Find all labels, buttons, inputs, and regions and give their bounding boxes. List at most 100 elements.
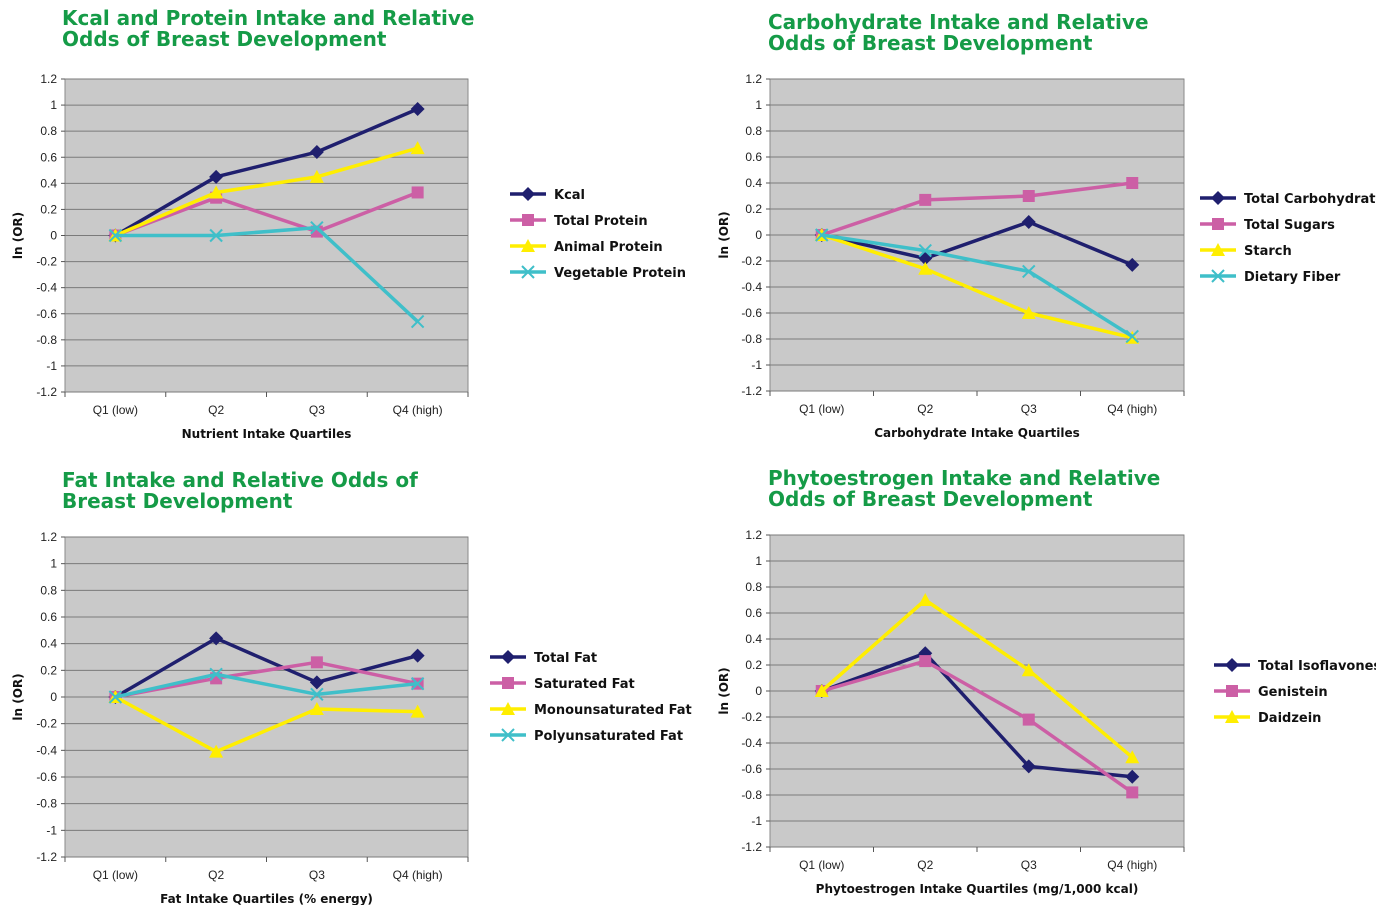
y-axis-title: ln (OR) xyxy=(717,211,731,258)
data-point xyxy=(309,702,324,715)
x-marker-stroke xyxy=(209,228,223,243)
data-point xyxy=(410,101,425,116)
series-line xyxy=(114,636,419,699)
y-tick-label: -0.8 xyxy=(741,332,762,346)
legend-marker xyxy=(521,239,535,252)
y-tick-label: -0.4 xyxy=(741,736,762,750)
legend-entry: Dietary Fiber xyxy=(1244,270,1341,285)
data-point xyxy=(815,228,829,242)
chart-carbohydrate: 1.2 1 0.8 0.6 0.4 0.2 0 -0.2 -0.4 -0.6 -0.8 -1 -1.2 Q… xyxy=(717,72,1376,440)
x-tick-label: Q2 xyxy=(917,858,933,872)
data-point xyxy=(1126,786,1139,799)
y-tick-label: -0.2 xyxy=(741,710,762,724)
x-marker-stroke xyxy=(521,265,535,279)
legend-marker xyxy=(1211,243,1225,256)
chart-title: Fat Intake and Relative Odds of Breast D… xyxy=(62,468,418,513)
legend-entry: Starch xyxy=(1244,244,1292,259)
x-marker-stroke xyxy=(310,687,324,702)
series-line xyxy=(114,146,419,238)
data-point xyxy=(108,690,123,704)
x-marker-stroke xyxy=(918,243,932,258)
y-tick-label: 0.2 xyxy=(40,202,57,216)
series-line xyxy=(115,225,419,323)
x-marker-stroke xyxy=(410,314,425,329)
legend-entry: Total Protein xyxy=(554,214,648,229)
data-point xyxy=(309,145,324,160)
x-marker-stroke xyxy=(1125,329,1139,344)
y-tick-label: 0.8 xyxy=(40,124,57,138)
legend-entry: Total Carbohydrate xyxy=(1244,192,1376,207)
data-point xyxy=(814,684,829,697)
y-tick-label: 0.6 xyxy=(40,610,57,624)
legend-marker xyxy=(1225,658,1239,672)
legend-entry: Polyunsaturated Fat xyxy=(534,729,683,744)
y-axis-title: ln (OR) xyxy=(717,667,731,714)
data-point xyxy=(309,675,324,690)
x-tick-label: Q3 xyxy=(1021,402,1037,416)
legend-marker xyxy=(522,214,534,226)
chart-panel-kcal-protein: Kcal and Protein Intake and Relative Odd… xyxy=(0,0,688,452)
x-axis-title: Phytoestrogen Intake Quartiles (mg/1,000… xyxy=(816,882,1139,896)
y-tick-label: 1 xyxy=(50,98,57,112)
y-tick-label: -1 xyxy=(46,823,57,837)
data-point xyxy=(410,314,425,329)
y-tick-label: 0.6 xyxy=(745,150,762,164)
x-tick-label: Q1 (low) xyxy=(93,403,138,417)
y-tick-label: -1 xyxy=(751,814,762,828)
legend-marker xyxy=(1212,218,1224,230)
data-point xyxy=(918,261,933,275)
data-point xyxy=(411,186,424,199)
legend-marker xyxy=(521,265,535,279)
x-axis-title: Nutrient Intake Quartiles xyxy=(182,427,352,441)
y-tick-label: 1 xyxy=(755,554,762,568)
data-point xyxy=(410,648,425,663)
y-tick-label: 0.8 xyxy=(40,583,57,597)
y-tick-label: -1 xyxy=(751,358,762,372)
x-tick-label: Q2 xyxy=(208,868,224,882)
x-marker-stroke xyxy=(410,676,425,691)
x-marker-stroke xyxy=(1022,264,1036,279)
legend-marker xyxy=(502,677,514,689)
legend-entry: Animal Protein xyxy=(554,240,663,255)
legend-entry: Total Fat xyxy=(534,651,597,666)
y-tick-label: 0.6 xyxy=(745,606,762,620)
data-point xyxy=(1125,257,1140,272)
y-tick-label: -0.4 xyxy=(36,743,57,757)
data-point xyxy=(310,656,323,669)
x-tick-label: Q4 (high) xyxy=(1107,402,1157,416)
legend-marker xyxy=(1211,191,1225,205)
y-tick-label: 0.4 xyxy=(40,637,57,651)
data-point xyxy=(1022,264,1036,279)
chart-title: Carbohydrate Intake and Relative Odds of… xyxy=(768,10,1149,55)
data-point xyxy=(410,141,425,155)
y-tick-label: 0 xyxy=(755,684,762,698)
y-tick-label: -0.8 xyxy=(741,788,762,802)
data-point xyxy=(1021,306,1036,319)
x-tick-label: Q2 xyxy=(208,403,224,417)
series-line xyxy=(820,598,1134,759)
data-point xyxy=(108,228,123,243)
y-tick-label: 0 xyxy=(50,229,57,243)
data-point xyxy=(209,667,223,682)
data-point xyxy=(410,704,425,718)
legend-marker xyxy=(501,728,515,742)
x-tick-label: Q4 (high) xyxy=(393,403,443,417)
series-line xyxy=(821,181,1133,237)
data-point xyxy=(209,169,224,184)
x-marker-stroke xyxy=(209,667,223,682)
y-tick-label: -1 xyxy=(46,359,57,373)
x-marker-stroke xyxy=(310,220,324,235)
series-line xyxy=(114,695,418,754)
data-point xyxy=(919,193,932,206)
y-tick-label: 1.2 xyxy=(40,530,57,544)
legend-marker xyxy=(1225,710,1239,723)
data-point xyxy=(410,676,425,691)
x-tick-label: Q2 xyxy=(917,402,933,416)
y-tick-label: 1.2 xyxy=(745,72,762,86)
data-point xyxy=(1126,177,1139,189)
x-tick-label: Q1 (low) xyxy=(799,402,844,416)
chart-title: Kcal and Protein Intake and Relative Odd… xyxy=(62,6,475,51)
y-tick-label: 1 xyxy=(755,98,762,112)
data-point xyxy=(209,185,224,199)
legend-marker xyxy=(501,650,515,664)
